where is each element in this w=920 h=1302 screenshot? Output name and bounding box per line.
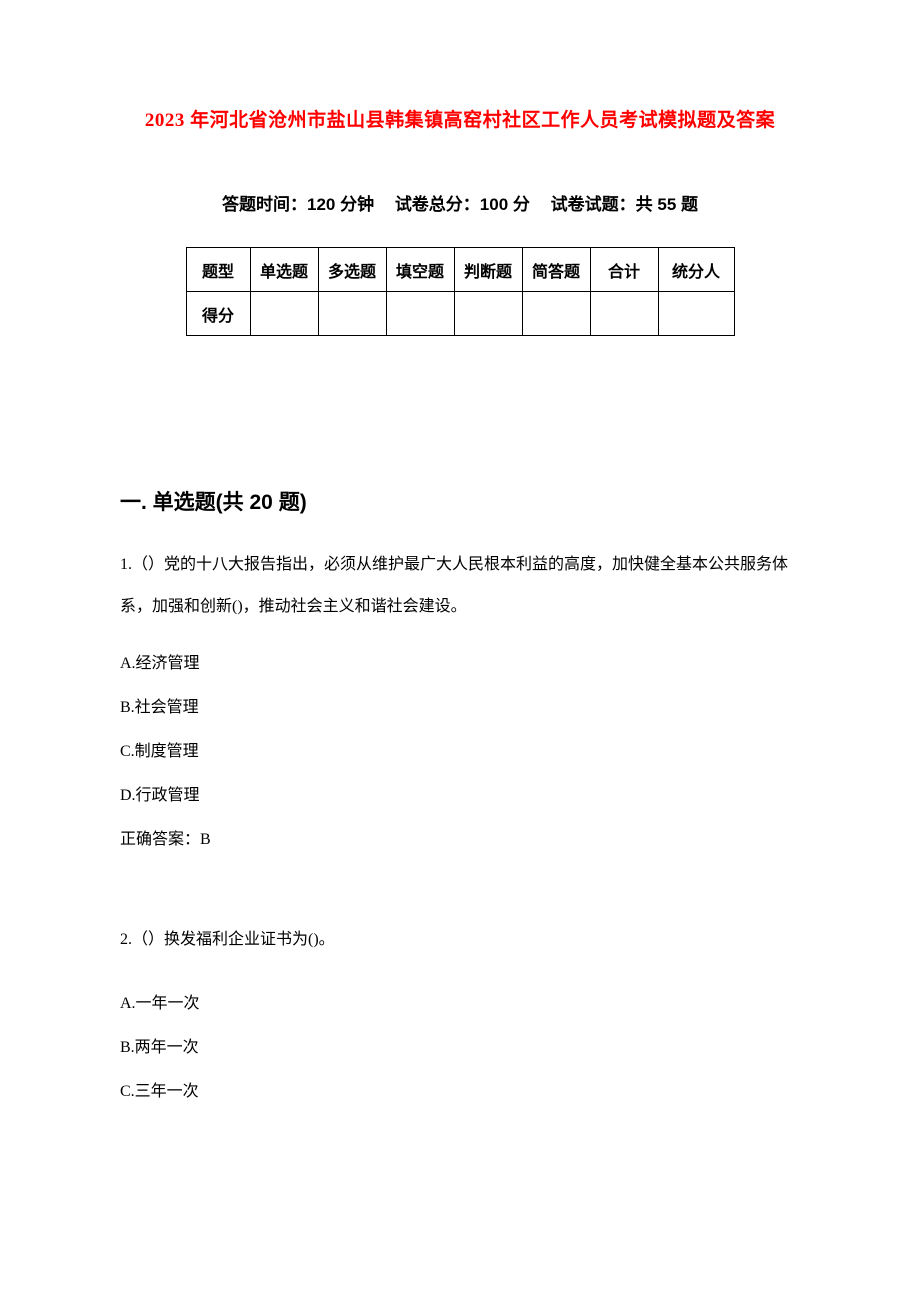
question-1: 1.（）党的十八大报告指出，必须从维护最广大人民根本利益的高度，加快健全基本公共… (120, 544, 800, 849)
document-title: 2023 年河北省沧州市盐山县韩集镇高窑村社区工作人员考试模拟题及答案 (120, 105, 800, 132)
table-row: 题型 单选题 多选题 填空题 判断题 简答题 合计 统分人 (186, 248, 734, 292)
meta-time: 答题时间：120 分钟 (222, 195, 374, 214)
section-heading: 一. 单选题(共 20 题) (120, 486, 800, 516)
option-a: A.经济管理 (120, 649, 800, 673)
col-header: 合计 (590, 248, 658, 292)
question-text: 1.（）党的十八大报告指出，必须从维护最广大人民根本利益的高度，加快健全基本公共… (120, 544, 800, 627)
score-cell (658, 292, 734, 336)
col-header: 多选题 (318, 248, 386, 292)
row-label: 题型 (186, 248, 250, 292)
meta-total: 试卷总分：100 分 (395, 195, 530, 214)
exam-meta: 答题时间：120 分钟 试卷总分：100 分 试卷试题：共 55 题 (120, 190, 800, 215)
option-b: B.两年一次 (120, 1033, 800, 1057)
table-row: 得分 (186, 292, 734, 336)
col-header: 统分人 (658, 248, 734, 292)
page: 2023 年河北省沧州市盐山县韩集镇高窑村社区工作人员考试模拟题及答案 答题时间… (0, 0, 920, 1302)
score-cell (522, 292, 590, 336)
score-cell (318, 292, 386, 336)
score-cell (386, 292, 454, 336)
col-header: 简答题 (522, 248, 590, 292)
score-table: 题型 单选题 多选题 填空题 判断题 简答题 合计 统分人 得分 (186, 247, 735, 336)
row-label: 得分 (186, 292, 250, 336)
option-c: C.三年一次 (120, 1077, 800, 1101)
option-c: C.制度管理 (120, 737, 800, 761)
score-cell (250, 292, 318, 336)
score-cell (454, 292, 522, 336)
meta-count: 试卷试题：共 55 题 (551, 195, 698, 214)
question-2: 2.（）换发福利企业证书为()。 A.一年一次 B.两年一次 C.三年一次 (120, 919, 800, 1101)
col-header: 判断题 (454, 248, 522, 292)
score-cell (590, 292, 658, 336)
col-header: 单选题 (250, 248, 318, 292)
question-text: 2.（）换发福利企业证书为()。 (120, 919, 800, 961)
correct-answer: 正确答案：B (120, 825, 800, 849)
option-d: D.行政管理 (120, 781, 800, 805)
option-a: A.一年一次 (120, 989, 800, 1013)
option-b: B.社会管理 (120, 693, 800, 717)
col-header: 填空题 (386, 248, 454, 292)
